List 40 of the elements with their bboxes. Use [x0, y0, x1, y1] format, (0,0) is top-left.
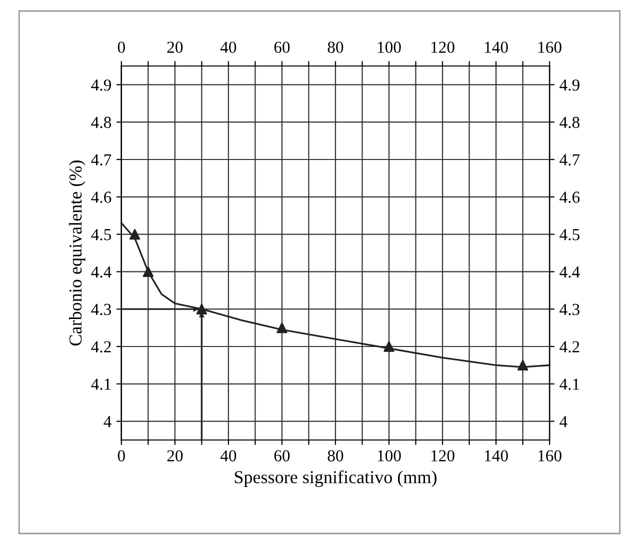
x2-tick-label: 160	[538, 42, 562, 53]
y-tick-label: 4.2	[91, 341, 111, 353]
y2-tick-label: 4.3	[560, 304, 580, 316]
y-tick-label: 4.8	[91, 116, 112, 128]
y-tick-label: 4.6	[91, 192, 112, 203]
y2-tick-label: 4.1	[560, 378, 580, 390]
x2-tick-label: 100	[378, 42, 401, 53]
x2-tick-label: 140	[484, 42, 508, 53]
x2-tick-label: 40	[220, 42, 236, 53]
y2-tick-label: 4.2	[560, 341, 580, 353]
y-tick-label: 4.1	[91, 378, 111, 390]
y-tick-label: 4.4	[91, 266, 112, 278]
x-tick-label: 100	[378, 450, 401, 462]
x2-tick-label: 80	[328, 42, 344, 53]
x2-tick-label: 120	[431, 42, 454, 53]
y2-tick-label: 4.8	[560, 116, 580, 128]
x-tick-label: 40	[220, 450, 236, 462]
x-axis-title: Spessore significativo (mm)	[234, 470, 436, 487]
y2-tick-label: 4.4	[560, 266, 580, 278]
x-tick-label: 120	[431, 450, 454, 462]
x-tick-label: 160	[538, 450, 562, 462]
y-axis-title: Carbonio equivalente (%)	[68, 160, 86, 346]
y2-tick-label: 4	[560, 416, 568, 428]
y-tick-label: 4.5	[91, 229, 112, 240]
y2-tick-label: 4.5	[560, 229, 580, 240]
x-tick-label: 80	[328, 450, 344, 462]
y2-tick-label: 4.7	[560, 154, 580, 166]
x2-tick-label: 0	[118, 42, 125, 53]
x-tick-label: 140	[484, 450, 508, 462]
x-tick-label: 0	[118, 450, 125, 462]
y-tick-label: 4.3	[91, 304, 112, 316]
y2-tick-label: 4.6	[560, 192, 580, 203]
x-tick-label: 60	[274, 450, 290, 462]
x2-tick-label: 60	[274, 42, 290, 53]
y-tick-label: 4	[104, 416, 112, 428]
x-tick-label: 20	[167, 450, 183, 462]
x2-tick-label: 20	[167, 42, 183, 53]
y2-tick-label: 4.9	[560, 79, 580, 91]
y-tick-label: 4.7	[91, 154, 112, 166]
y-tick-label: 4.9	[91, 79, 112, 91]
